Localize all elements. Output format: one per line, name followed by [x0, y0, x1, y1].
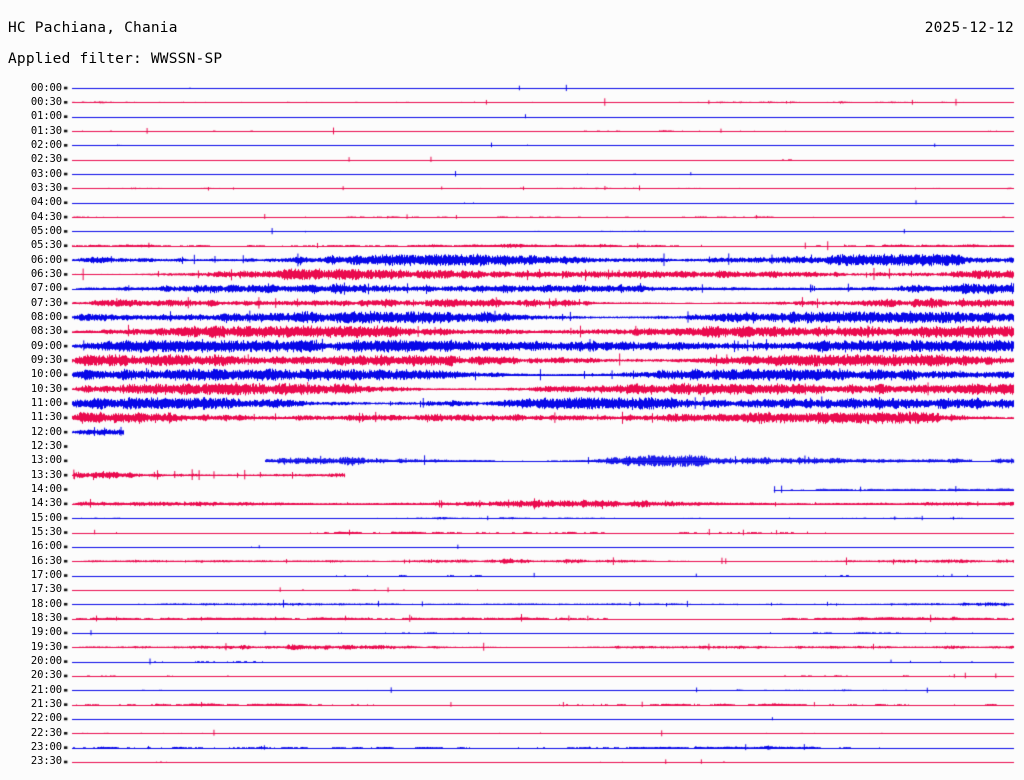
time-label-0430: 04:30	[30, 210, 62, 223]
applied-filter-label: Applied filter: WWSSN-SP	[8, 51, 223, 67]
time-label-2100: 21:00	[30, 683, 62, 696]
time-label-1230: 12:30	[30, 440, 62, 452]
time-label-1100: 11:00	[30, 396, 62, 409]
time-label-1830: 18:30	[30, 612, 62, 625]
time-label-1200: 12:00	[30, 425, 62, 438]
time-label-1500: 15:00	[30, 511, 62, 524]
time-label-1330: 13:30	[30, 468, 62, 481]
time-label-0830: 08:30	[30, 325, 62, 338]
time-label-1730: 17:30	[30, 583, 62, 596]
time-label-1600: 16:00	[30, 540, 62, 553]
time-label-1400: 14:00	[30, 483, 62, 496]
time-label-0730: 07:30	[30, 296, 62, 309]
time-label-0200: 02:00	[30, 138, 62, 151]
time-label-1700: 17:00	[30, 569, 62, 582]
time-label-0030: 00:30	[30, 95, 62, 108]
time-label-1300: 13:00	[30, 454, 62, 467]
station-title: HC Pachiana, Chania	[8, 20, 178, 36]
time-label-0400: 04:00	[30, 196, 62, 209]
time-label-1530: 15:30	[30, 526, 62, 539]
time-label-2000: 20:00	[30, 655, 62, 668]
time-label-1030: 10:30	[30, 382, 62, 395]
time-label-1000: 10:00	[30, 368, 62, 381]
time-label-0630: 06:30	[30, 267, 62, 280]
time-label-2330: 23:30	[30, 755, 62, 768]
time-label-0100: 01:00	[30, 110, 62, 123]
time-label-0300: 03:00	[30, 167, 62, 180]
time-label-0700: 07:00	[30, 282, 62, 295]
time-label-2030: 20:30	[30, 669, 62, 682]
time-label-0330: 03:30	[30, 181, 62, 194]
time-label-0000: 00:00	[30, 81, 62, 94]
time-label-2300: 23:00	[30, 741, 62, 754]
time-label-0800: 08:00	[30, 310, 62, 323]
seismogram-canvas	[0, 78, 1024, 778]
record-date: 2025-12-12	[924, 20, 1014, 36]
time-label-1900: 19:00	[30, 626, 62, 639]
time-label-1630: 16:30	[30, 554, 62, 567]
time-label-0900: 09:00	[30, 339, 62, 352]
time-label-2230: 22:30	[30, 726, 62, 739]
time-label-1930: 19:30	[30, 640, 62, 653]
time-label-0930: 09:30	[30, 353, 62, 366]
time-label-0500: 05:00	[30, 224, 62, 237]
time-label-0230: 02:30	[30, 153, 62, 166]
time-label-1800: 18:00	[30, 597, 62, 610]
time-label-1130: 11:30	[30, 411, 62, 424]
time-label-0530: 05:30	[30, 239, 62, 252]
time-label-2200: 22:00	[30, 712, 62, 725]
time-label-0130: 01:30	[30, 124, 62, 137]
time-label-2130: 21:30	[30, 698, 62, 711]
time-label-1430: 14:30	[30, 497, 62, 510]
trace-plot-area: 00:00 00:30 01:00 01:30 02:00 02:30 03:00 03:30…	[0, 78, 1024, 778]
time-label-0600: 06:00	[30, 253, 62, 266]
